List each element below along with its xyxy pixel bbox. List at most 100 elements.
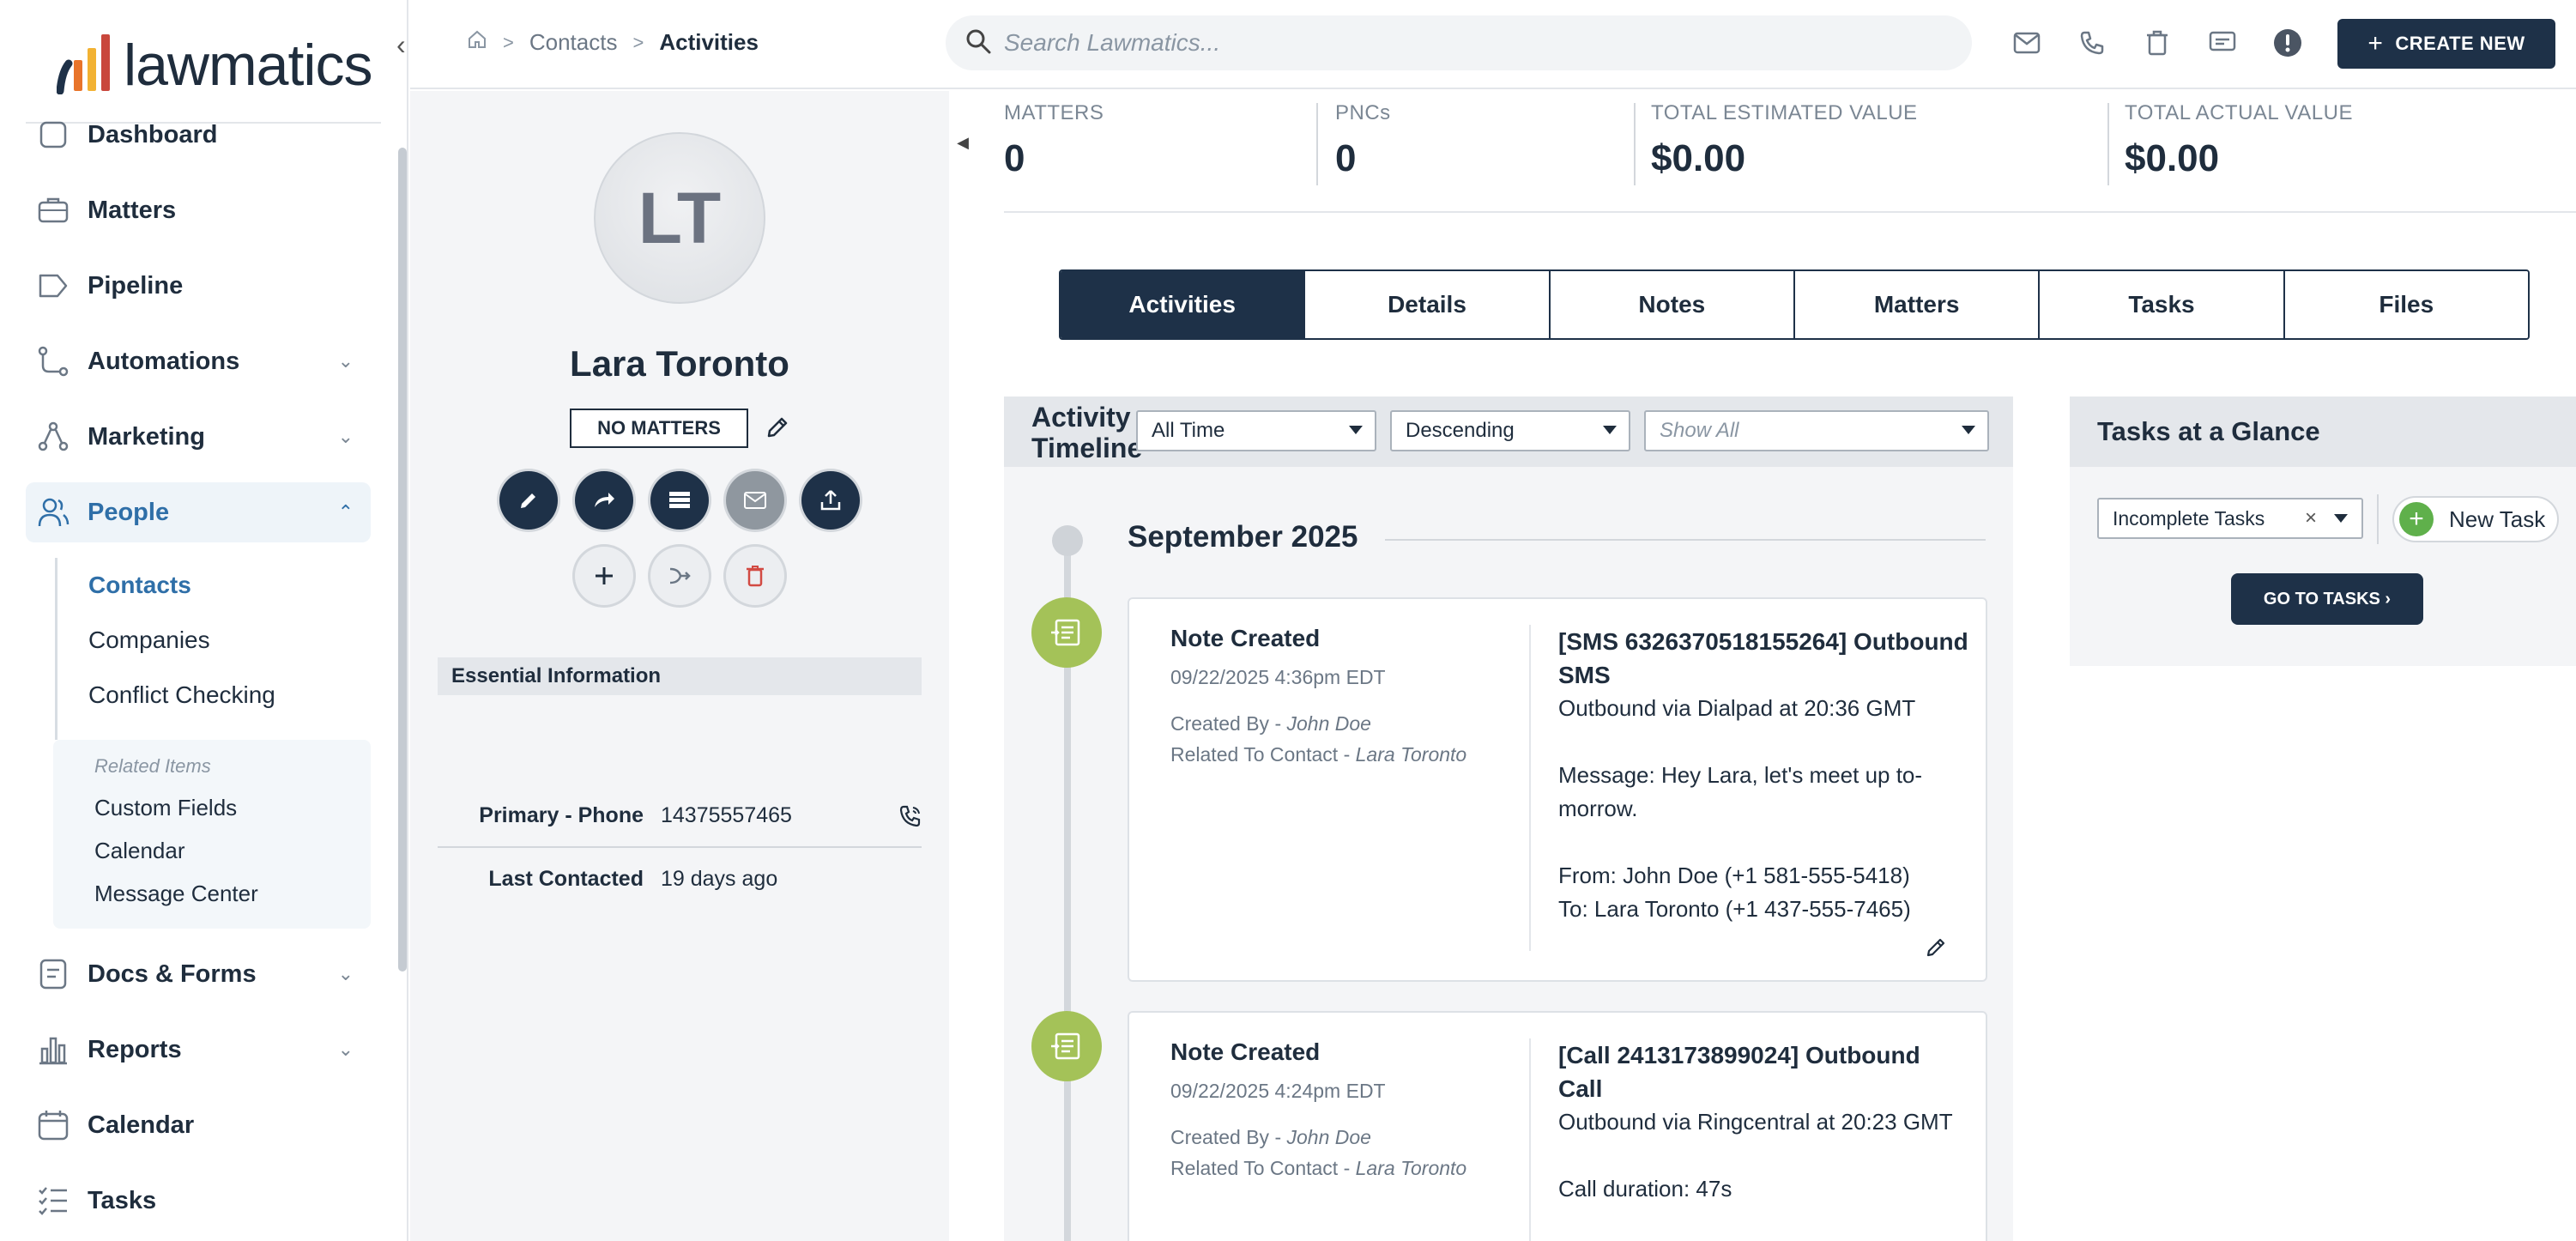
created-by-value: John Doe [1286, 712, 1371, 735]
add-button[interactable] [575, 547, 633, 605]
matters-badge[interactable]: NO MATTERS [570, 409, 748, 448]
breadcrumb-contacts[interactable]: Contacts [529, 29, 618, 55]
activity-card[interactable]: Note Created 09/22/2025 4:36pm EDT Creat… [1128, 597, 1987, 982]
mail-icon[interactable] [2010, 26, 2044, 60]
archive-button[interactable] [650, 471, 709, 530]
activity-card[interactable]: Note Created 09/22/2025 4:24pm EDT Creat… [1128, 1011, 1987, 1241]
logo-text: lawmatics [124, 33, 372, 98]
call-icon[interactable] [899, 805, 922, 832]
chevron-right-icon: > [503, 31, 514, 53]
alert-icon[interactable] [2271, 26, 2305, 60]
activity-card-divider [1529, 1038, 1531, 1241]
related-to-label: Related To Contact - [1170, 743, 1356, 766]
share-button[interactable] [575, 471, 633, 530]
sidebar-item-reports[interactable]: Reports ⌄ [26, 1020, 371, 1080]
new-task-button[interactable]: + New Task [2392, 496, 2559, 542]
caret-down-icon [1349, 426, 1363, 434]
related-to-value[interactable]: Lara Toronto [1355, 1157, 1467, 1179]
chevron-left-icon[interactable]: ‹ [396, 29, 406, 60]
breadcrumb-current: Activities [659, 29, 759, 55]
sidebar-item-marketing[interactable]: Marketing ⌄ [26, 407, 371, 467]
activity-from: From: John Doe (+1 581-555-5418) [1558, 863, 1910, 888]
stat-pncs: PNCs 0 [1335, 101, 1391, 180]
note-created-icon [1031, 597, 1102, 668]
chat-icon[interactable] [2205, 26, 2240, 60]
sidebar-item-label: Automations [88, 347, 240, 375]
collapse-panel-icon[interactable]: ◀ [957, 133, 969, 151]
chevron-right-icon: > [632, 31, 644, 53]
pencil-icon[interactable] [1926, 935, 1948, 962]
stat-divider [1316, 103, 1318, 185]
sidebar-item-label: Tasks [88, 1186, 157, 1214]
stat-total-estimated-value: TOTAL ESTIMATED VALUE $0.00 [1651, 101, 1918, 180]
tab-notes[interactable]: Notes [1550, 271, 1795, 338]
primary-phone-row: Primary - Phone 14375557465 [438, 784, 922, 848]
delete-contact-button[interactable] [726, 547, 784, 605]
home-icon[interactable] [467, 29, 487, 56]
sidebar-subitem-conflict-checking[interactable]: Conflict Checking [88, 681, 275, 708]
sidebar-subitem-companies[interactable]: Companies [88, 627, 210, 653]
marketing-icon [34, 418, 72, 456]
sidebar-item-pipeline[interactable]: Pipeline [26, 256, 371, 316]
sidebar-subitem-contacts[interactable]: Contacts [88, 572, 191, 598]
activity-line: Outbound via Dialpad at 20:36 GMT [1558, 695, 1916, 721]
activity-date: 09/22/2025 4:24pm EDT [1170, 1080, 1386, 1102]
forward-arrow-icon [595, 493, 614, 507]
activity-card-body: [SMS 6326370518155264] Outbound SMS Outb… [1558, 625, 1970, 926]
tasks-at-a-glance: Tasks at a Glance Incomplete Tasks × + N… [2070, 397, 2576, 666]
merge-button[interactable] [650, 547, 709, 605]
primary-phone-value: 14375557465 [661, 802, 792, 827]
stat-divider [1634, 103, 1636, 185]
top-bar: > Contacts > Activities + CREATE NEW [410, 0, 2576, 89]
sidebar-item-label: Docs & Forms [88, 960, 257, 988]
task-filter-divider [2377, 494, 2379, 544]
chevron-down-icon: ⌄ [337, 1038, 354, 1060]
activity-type-select[interactable]: Show All [1644, 410, 1989, 451]
tab-tasks[interactable]: Tasks [2040, 271, 2285, 338]
sidebar-item-automations[interactable]: Automations ⌄ [26, 331, 371, 391]
email-button[interactable] [726, 471, 784, 530]
lawmatics-logo[interactable]: lawmatics [57, 26, 372, 94]
related-item-message-center[interactable]: Message Center [94, 881, 258, 906]
last-contacted-label: Last Contacted [488, 866, 644, 891]
create-new-button[interactable]: + CREATE NEW [2337, 19, 2555, 69]
task-filter-select[interactable]: Incomplete Tasks × [2097, 498, 2363, 539]
sort-order-select[interactable]: Descending [1390, 410, 1630, 451]
sidebar-item-people[interactable]: People ⌃ [26, 482, 371, 542]
activity-timeline-title: Activity Timeline [1031, 402, 1143, 463]
sidebar-item-tasks[interactable]: Tasks [26, 1171, 371, 1231]
time-filter-select[interactable]: All Time [1136, 410, 1376, 451]
export-button[interactable] [801, 471, 860, 530]
related-item-calendar[interactable]: Calendar [94, 838, 185, 863]
related-item-custom-fields[interactable]: Custom Fields [94, 795, 238, 820]
edit-contact-button[interactable] [499, 471, 558, 530]
tab-matters[interactable]: Matters [1794, 271, 2041, 338]
clear-icon[interactable]: × [2304, 506, 2317, 530]
activity-date: 09/22/2025 4:36pm EDT [1170, 666, 1386, 688]
go-to-tasks-button[interactable]: GO TO TASKS › [2231, 573, 2423, 625]
phone-icon[interactable] [2075, 26, 2109, 60]
tab-activities[interactable]: Activities [1061, 271, 1306, 338]
mail-icon [744, 492, 766, 509]
global-search[interactable] [946, 15, 1972, 70]
tasks-at-a-glance-title: Tasks at a Glance [2070, 397, 2576, 467]
avatar[interactable]: LT [594, 132, 765, 304]
sidebar-scrollbar[interactable] [398, 148, 407, 972]
pencil-icon[interactable] [765, 415, 789, 444]
search-input[interactable] [1004, 29, 1948, 57]
timeline-month-divider [1385, 539, 1986, 541]
stat-value: 0 [1004, 137, 1025, 179]
contact-panel: LT Lara Toronto NO MATTERS Essential Inf… [410, 91, 949, 1241]
tab-details[interactable]: Details [1305, 271, 1551, 338]
last-contacted-row: Last Contacted 19 days ago [438, 848, 922, 910]
sidebar-item-label: People [88, 498, 170, 526]
related-to-value[interactable]: Lara Toronto [1355, 743, 1467, 766]
trash-icon[interactable] [2140, 26, 2174, 60]
sidebar-item-dashboard[interactable]: Dashboard [26, 105, 371, 165]
tab-files[interactable]: Files [2284, 271, 2528, 338]
sidebar-item-calendar[interactable]: Calendar [26, 1095, 371, 1155]
activity-subject: [Call 2413173899024] Outbound Call [1558, 1042, 1920, 1102]
automations-icon [34, 342, 72, 380]
sidebar-item-matters[interactable]: Matters [26, 180, 371, 240]
sidebar-item-docs-forms[interactable]: Docs & Forms ⌄ [26, 944, 371, 1004]
